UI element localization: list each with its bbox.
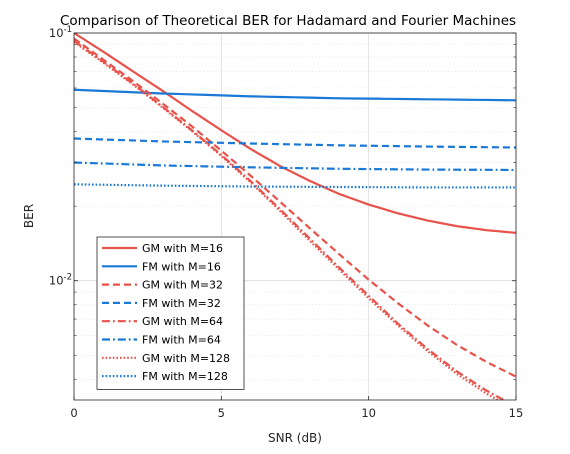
chart-title: Comparison of Theoretical BER for Hadama… <box>60 13 516 29</box>
legend-entry-label: FM with M=128 <box>142 370 228 383</box>
series-line-6 <box>74 161 516 172</box>
legend-entry-label: FM with M=64 <box>142 334 221 347</box>
series-line-4 <box>74 137 516 149</box>
x-axis-label: SNR (dB) <box>268 431 322 445</box>
legend-entry-label: GM with M=128 <box>142 352 230 365</box>
x-tick-label: 0 <box>70 406 77 420</box>
legend-entry-label: FM with M=16 <box>142 260 221 273</box>
x-tick-label: 15 <box>509 406 524 420</box>
legend-entry-label: GM with M=16 <box>142 242 223 255</box>
x-tick-label: 5 <box>218 406 225 420</box>
series-lines <box>74 33 516 400</box>
x-tick-label: 10 <box>361 406 376 420</box>
legend: GM with M=16 FM with M=16 GM with M=32 FM w… <box>96 236 245 390</box>
series-line-8 <box>74 183 516 189</box>
y-axis-label: BER <box>22 204 36 228</box>
axis-ticks: 0 5 10 15 10-2 10-1 <box>49 25 523 420</box>
y-tick-label: 10-2 <box>49 273 72 288</box>
series-line-1 <box>74 33 516 234</box>
legend-entry-label: GM with M=64 <box>142 315 223 328</box>
legend-box <box>96 236 245 390</box>
y-tick-label: 10-1 <box>49 25 72 40</box>
series-line-7 <box>74 41 501 400</box>
series-line-3 <box>74 37 516 378</box>
plot-frame <box>73 32 517 401</box>
legend-entry-label: FM with M=32 <box>142 297 221 310</box>
legend-entry-label: GM with M=32 <box>142 279 223 292</box>
